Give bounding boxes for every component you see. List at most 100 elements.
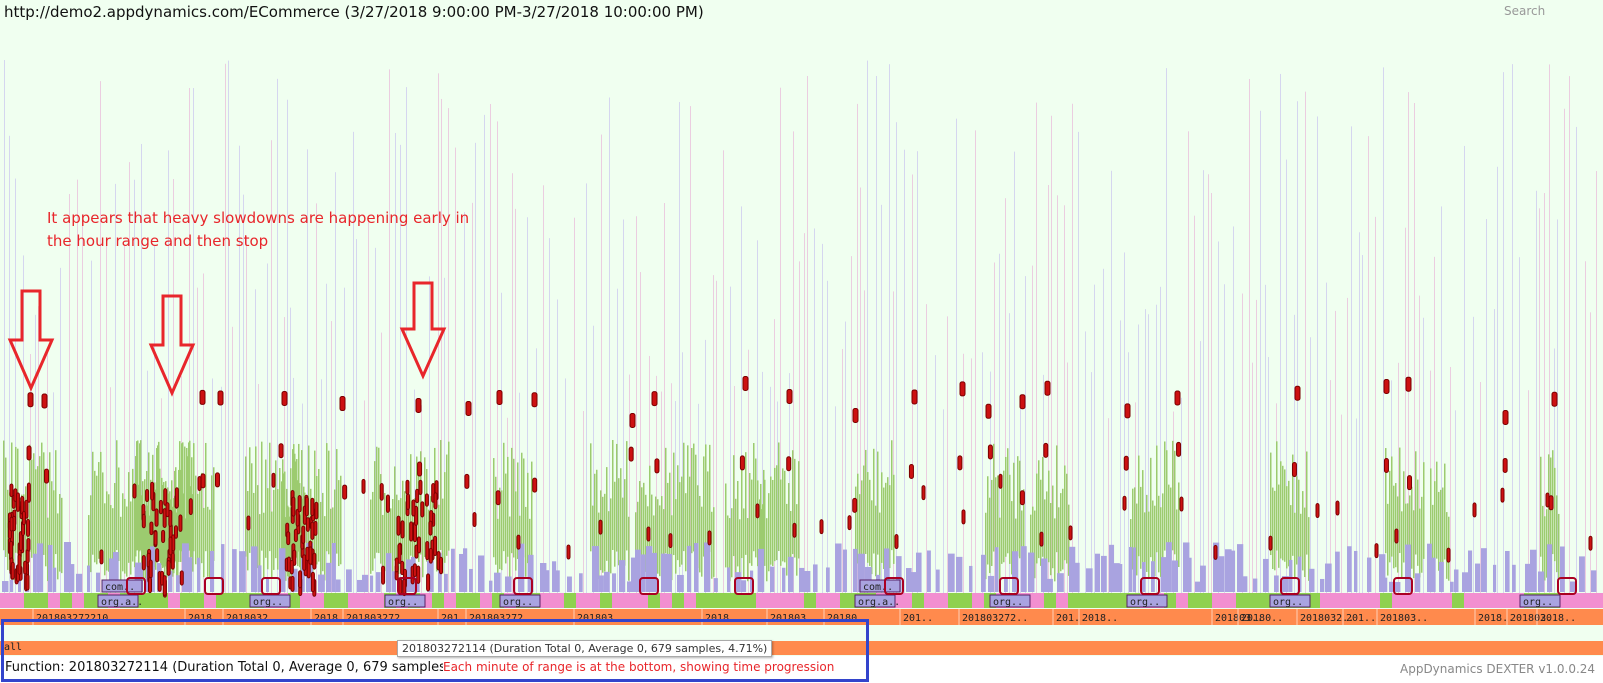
stack-line [243,194,244,608]
slow-frame [852,497,858,513]
green-frame [1421,496,1423,573]
green-frame [517,462,519,559]
green-frame [261,441,263,551]
green-frame [995,477,997,565]
purple-frame [187,557,193,592]
stack-line [1486,219,1487,609]
purple-frame [1579,556,1585,592]
purple-frame [627,581,634,592]
green-frame [187,456,189,557]
purple-frame [1187,557,1192,592]
slow-frame [566,544,571,560]
bottom-frame [0,593,12,608]
green-frame [128,472,130,563]
green-frame [653,515,655,581]
bottom-frame [636,593,648,608]
minute-label: 2018.. [314,613,350,624]
stack-line [316,203,317,609]
purple-frame [362,574,369,592]
green-frame [689,476,691,565]
green-frame [626,441,628,551]
green-frame [340,475,342,565]
green-frame [624,479,626,566]
stack-line [1048,185,1049,608]
stack-line [629,374,630,608]
green-frame [499,487,501,570]
stack-line [475,142,476,608]
purple-frame [1200,565,1206,592]
green-frame [166,508,168,578]
purple-frame [370,575,374,592]
slow-frame [496,390,503,406]
green-frame [885,482,887,568]
green-frame [1007,448,1009,554]
purple-frame [631,557,636,592]
green-frame [667,482,669,568]
stack-line [290,307,291,608]
purple-frame [612,573,617,592]
green-frame [737,480,739,567]
green-frame [987,476,989,565]
purple-frame [1086,568,1093,592]
purple-frame [1450,581,1454,592]
green-frame [1160,507,1162,577]
frame-label: org.. [1273,597,1303,608]
stack-line [91,260,92,608]
green-frame [193,443,195,552]
green-frame [394,466,396,561]
stack-line [497,121,498,608]
green-frame [616,443,618,552]
purple-frame [386,553,392,592]
green-frame [1270,452,1272,556]
green-frame [594,473,596,564]
green-frame [390,508,392,578]
stack-line [368,220,369,608]
stack-line [1569,76,1570,608]
frame-label: org.a.. [858,597,900,608]
slow-frame [361,478,366,494]
stack-line [741,206,742,609]
slow-frame [1044,380,1051,396]
stack-line [9,135,10,608]
green-frame [1001,474,1003,564]
purple-frame [221,544,225,592]
purple-frame [714,578,718,592]
stack-line [1455,410,1456,608]
slow-frame [465,401,472,417]
green-frame [875,505,877,577]
stack-line [1194,215,1195,608]
minute-label: 2018032.. [226,613,280,624]
function-status: Function: 201803272114 (Duration Total 0… [5,660,501,675]
slow-frame [297,495,302,513]
frame-label: org.. [388,597,418,608]
green-frame [179,441,181,551]
green-frame [13,515,15,581]
purple-frame [694,543,699,592]
selected-frame [204,577,224,595]
slow-frame [246,515,251,531]
green-frame [151,498,153,574]
stack-line [889,64,890,608]
purple-frame [87,565,91,592]
slow-frame [1315,502,1320,518]
stack-line [1085,331,1086,608]
purple-frame [279,548,286,592]
frame-label: org.. [503,597,533,608]
green-frame [442,498,444,574]
purple-frame [635,549,641,592]
stack-line [1256,299,1257,608]
stack-line [381,332,382,608]
green-frame [1430,468,1432,562]
green-frame [1423,462,1425,559]
stack-line [1297,101,1298,608]
green-frame [408,487,410,569]
green-frame [1003,470,1005,563]
green-frame [635,512,637,579]
green-frame [604,493,606,572]
bottom-frame-row: com.. org.a.. org.. org.. org.. com.. org.a.. o… [0,579,1603,608]
green-frame [515,491,517,571]
search-link[interactable]: Search [1504,4,1546,18]
bottom-frame [1308,593,1320,608]
slow-frame [21,510,26,526]
